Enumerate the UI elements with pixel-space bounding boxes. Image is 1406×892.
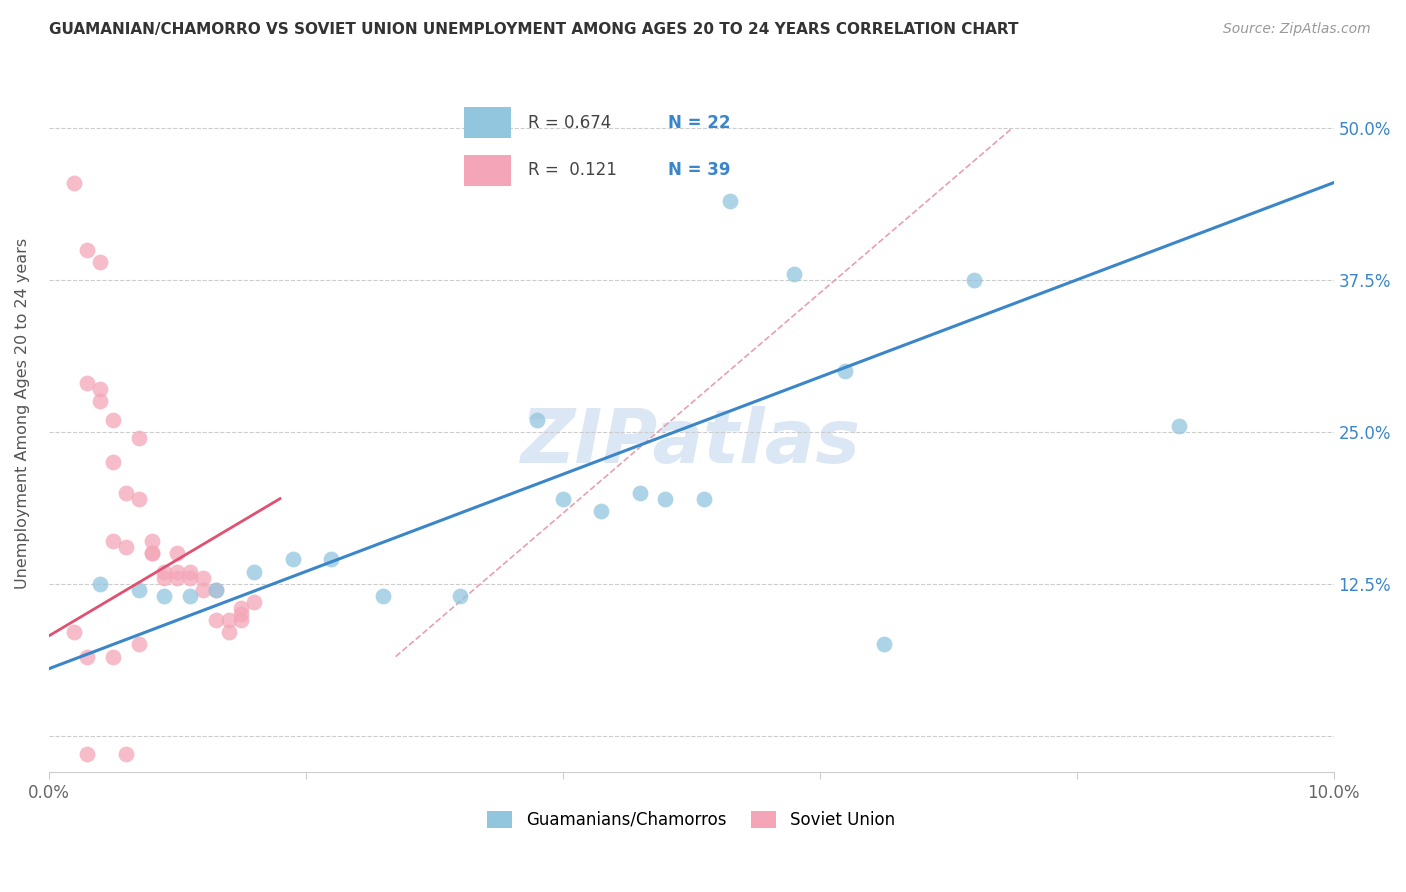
Point	[101, 455, 124, 469]
Point	[191, 571, 214, 585]
Point	[63, 625, 86, 640]
Point	[166, 546, 188, 560]
Point	[873, 637, 896, 651]
Point	[204, 613, 226, 627]
Point	[89, 254, 111, 268]
Point	[153, 589, 176, 603]
Point	[114, 541, 136, 555]
Point	[128, 637, 150, 651]
Point	[101, 412, 124, 426]
Point	[141, 534, 163, 549]
Point	[179, 571, 201, 585]
Point	[231, 613, 253, 627]
Point	[204, 582, 226, 597]
Point	[76, 649, 98, 664]
Point	[218, 625, 240, 640]
Point	[231, 601, 253, 615]
Point	[591, 504, 613, 518]
Point	[128, 582, 150, 597]
Point	[321, 552, 343, 566]
Point	[834, 364, 856, 378]
Point	[141, 546, 163, 560]
Point	[204, 582, 226, 597]
Point	[371, 589, 394, 603]
Point	[191, 582, 214, 597]
Point	[166, 571, 188, 585]
Point	[218, 613, 240, 627]
Point	[654, 491, 676, 506]
Point	[1168, 418, 1191, 433]
Y-axis label: Unemployment Among Ages 20 to 24 years: Unemployment Among Ages 20 to 24 years	[15, 238, 30, 589]
Point	[89, 576, 111, 591]
Point	[89, 394, 111, 409]
Text: ZIPatlas: ZIPatlas	[522, 406, 860, 479]
Point	[141, 546, 163, 560]
Point	[551, 491, 574, 506]
Point	[231, 607, 253, 621]
Point	[243, 565, 266, 579]
Text: GUAMANIAN/CHAMORRO VS SOVIET UNION UNEMPLOYMENT AMONG AGES 20 TO 24 YEARS CORREL: GUAMANIAN/CHAMORRO VS SOVIET UNION UNEMP…	[49, 22, 1019, 37]
Point	[89, 382, 111, 396]
Point	[963, 273, 986, 287]
Point	[628, 485, 651, 500]
Point	[449, 589, 471, 603]
Point	[153, 571, 176, 585]
Point	[281, 552, 304, 566]
Point	[693, 491, 716, 506]
Point	[114, 485, 136, 500]
Point	[128, 491, 150, 506]
Point	[783, 267, 806, 281]
Point	[166, 565, 188, 579]
Point	[128, 431, 150, 445]
Point	[243, 595, 266, 609]
Point	[101, 649, 124, 664]
Point	[718, 194, 741, 208]
Point	[76, 376, 98, 391]
Legend: Guamanians/Chamorros, Soviet Union: Guamanians/Chamorros, Soviet Union	[481, 804, 901, 836]
Point	[76, 243, 98, 257]
Point	[526, 412, 548, 426]
Point	[153, 565, 176, 579]
Point	[179, 565, 201, 579]
Text: Source: ZipAtlas.com: Source: ZipAtlas.com	[1223, 22, 1371, 37]
Point	[179, 589, 201, 603]
Point	[114, 747, 136, 761]
Point	[76, 747, 98, 761]
Point	[101, 534, 124, 549]
Point	[63, 176, 86, 190]
